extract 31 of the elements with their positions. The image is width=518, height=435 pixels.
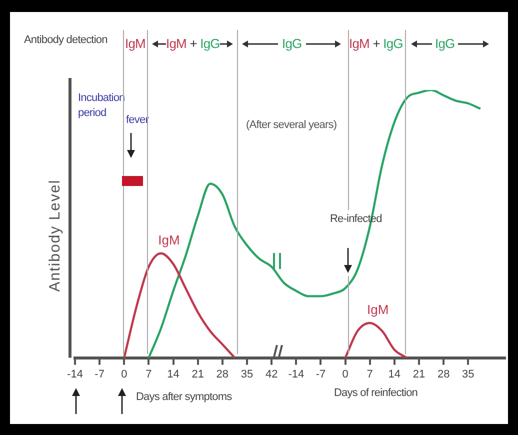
text: IgM + IgG [166,36,220,51]
text: IgG [435,36,455,51]
text: Days of reinfection [334,387,418,399]
x-tick-label: -7 [94,368,104,380]
x-tick-label: 7 [146,368,152,380]
text: IgG [282,36,302,51]
text: IgM + IgG [349,36,403,51]
x-tick-label: 7 [366,368,373,380]
x-tick-label: 28 [437,368,450,380]
x-tick-label: -14 [288,368,304,380]
x-tick-label: 21 [412,368,426,380]
text: Antibody detection [24,34,108,46]
x-tick-label: 0 [121,368,128,380]
x-tick-label: 14 [167,368,180,380]
series-label: IgM [367,302,389,318]
x-tick-label: 28 [216,368,229,380]
annotation: fever [126,114,148,126]
text: IgM [125,36,146,51]
x-tick-label: 35 [462,368,474,380]
x-tick-label: 14 [388,368,401,380]
text: Days after symptoms [136,391,232,403]
y-axis-title: Antibody Level [46,178,64,292]
annotation: Incubation period [78,91,125,121]
x-tick-label: 35 [240,368,254,380]
x-tick-label: 42 [265,368,278,380]
series-label: IgM [158,232,180,248]
annotation: (After several years) [246,119,337,131]
x-tick-label: -7 [316,368,326,380]
x-tick-label: -14 [67,368,83,380]
x-tick-label: 21 [192,368,204,380]
x-tick-label: 0 [342,368,348,380]
